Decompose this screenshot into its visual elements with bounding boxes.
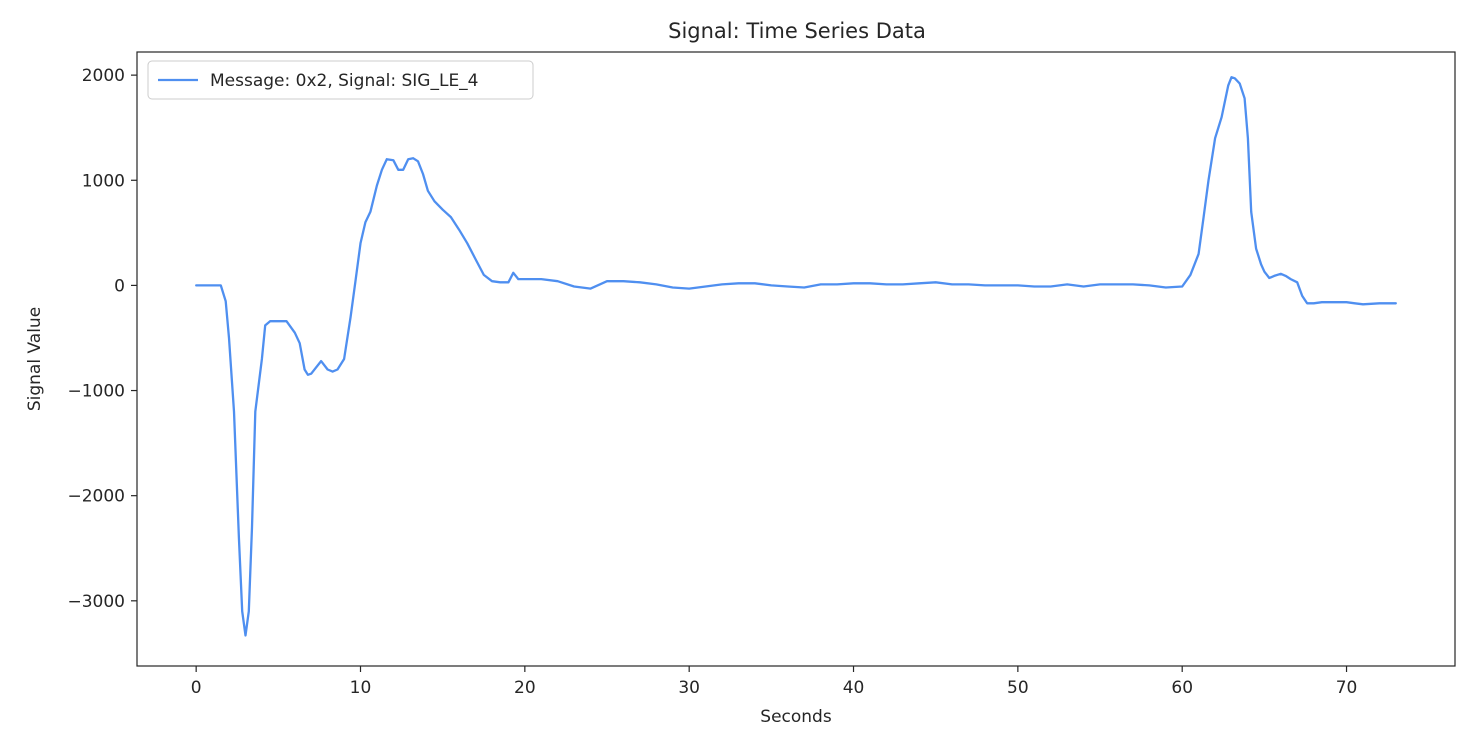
series-line <box>195 76 1397 637</box>
y-tick-label: 1000 <box>82 171 125 191</box>
x-tick-label: 0 <box>191 678 202 698</box>
x-tick-label: 70 <box>1336 678 1358 698</box>
x-axis-label: Seconds <box>760 707 832 727</box>
y-tick-label: 0 <box>114 276 125 296</box>
x-tick-label: 10 <box>350 678 372 698</box>
x-tick-label: 20 <box>514 678 536 698</box>
y-tick-label: −2000 <box>67 487 125 507</box>
y-tick-label: −3000 <box>67 592 125 612</box>
legend-box <box>147 60 534 100</box>
x-tick-label: 60 <box>1171 678 1193 698</box>
legend-label: Message: 0x2, Signal: SIG_LE_4 <box>210 71 479 91</box>
chart-title: Signal: Time Series Data <box>668 19 926 43</box>
y-axis: −3000 −2000 −1000 0 1000 2000 <box>67 66 137 612</box>
x-tick-label: 30 <box>678 678 700 698</box>
plot-frame <box>136 51 1456 667</box>
plot-area <box>136 51 1456 667</box>
x-tick-label: 50 <box>1007 678 1029 698</box>
x-axis: 0 10 20 30 40 50 60 70 <box>191 666 1358 698</box>
y-tick-label: 2000 <box>82 66 125 86</box>
y-tick-label: −1000 <box>67 382 125 402</box>
x-tick-label: 40 <box>843 678 865 698</box>
y-axis-label: Signal Value <box>25 307 45 411</box>
legend: Message: 0x2, Signal: SIG_LE_4 <box>147 60 534 100</box>
